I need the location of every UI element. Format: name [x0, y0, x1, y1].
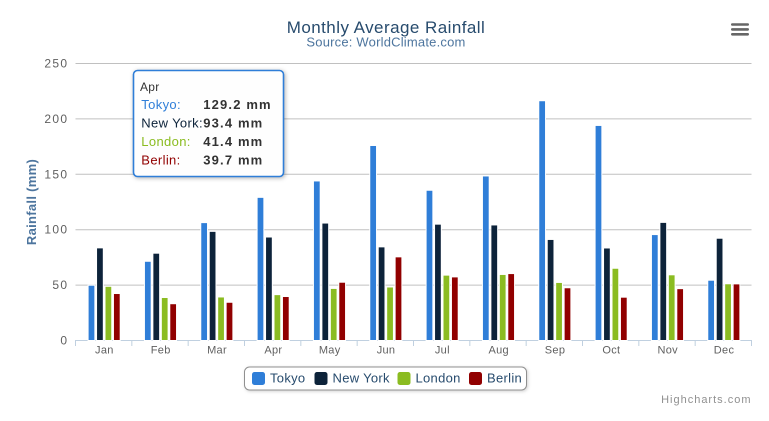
svg-text:Tokyo:: Tokyo: — [141, 97, 181, 112]
svg-text:250: 250 — [44, 57, 68, 71]
svg-text:Jan: Jan — [95, 345, 114, 357]
svg-text:93.4 mm: 93.4 mm — [203, 116, 263, 131]
svg-text:Feb: Feb — [151, 345, 171, 357]
svg-text:Rainfall (mm): Rainfall (mm) — [24, 159, 39, 245]
svg-text:Dec: Dec — [714, 345, 735, 357]
svg-text:50: 50 — [52, 278, 68, 292]
svg-text:Source: WorldClimate.com: Source: WorldClimate.com — [306, 35, 465, 50]
svg-text:Monthly Average Rainfall: Monthly Average Rainfall — [287, 18, 486, 37]
svg-text:200: 200 — [44, 112, 68, 126]
svg-text:0: 0 — [60, 334, 68, 348]
svg-text:London:: London: — [141, 134, 190, 149]
svg-text:Jun: Jun — [377, 345, 396, 357]
svg-text:Apr: Apr — [140, 80, 160, 94]
svg-text:Berlin: Berlin — [487, 371, 522, 386]
svg-text:Berlin:: Berlin: — [141, 153, 180, 168]
svg-text:129.2 mm: 129.2 mm — [203, 97, 271, 112]
svg-text:Mar: Mar — [207, 345, 227, 357]
svg-text:London: London — [416, 371, 461, 386]
svg-text:Aug: Aug — [488, 345, 508, 357]
svg-text:Highcharts.com: Highcharts.com — [661, 394, 751, 406]
svg-text:New York: New York — [333, 371, 391, 386]
svg-text:Nov: Nov — [657, 345, 678, 357]
svg-text:Tokyo: Tokyo — [270, 371, 305, 386]
svg-text:Oct: Oct — [602, 345, 620, 357]
svg-text:Apr: Apr — [264, 345, 282, 357]
svg-text:150: 150 — [44, 167, 68, 181]
svg-text:May: May — [319, 345, 341, 357]
svg-text:39.7 mm: 39.7 mm — [203, 153, 263, 168]
svg-text:100: 100 — [44, 223, 68, 237]
svg-text:41.4 mm: 41.4 mm — [203, 134, 263, 149]
svg-text:New York:: New York: — [141, 116, 203, 131]
svg-text:Jul: Jul — [435, 345, 450, 357]
svg-text:Sep: Sep — [545, 345, 565, 357]
